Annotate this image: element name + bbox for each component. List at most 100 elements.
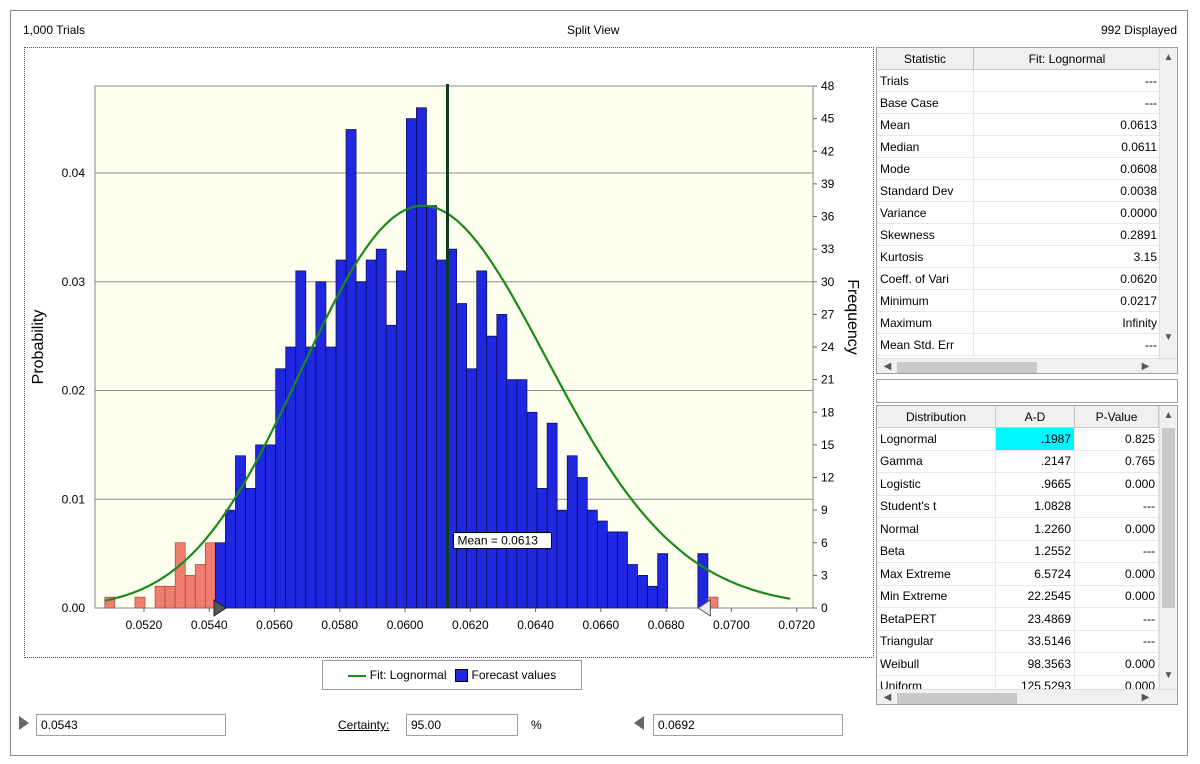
distribution-row[interactable]: Gamma .2147 0.765 (877, 450, 1159, 473)
pvalue-value: 0.000 (1074, 517, 1159, 541)
chart-area: Mean = 0.0613 0.0520 0.0540 0.0560 0.0580 0.0… (24, 47, 874, 658)
scroll-up-icon[interactable]: ▲ (1163, 410, 1174, 421)
statistic-row: Kurtosis 3.15 (877, 245, 1161, 268)
statistic-name: Coeff. of Vari (877, 267, 974, 290)
upper-bound-input[interactable]: 0.0692 (653, 714, 843, 736)
y2-tick-label: 30 (821, 275, 835, 289)
statistic-row: Variance 0.0000 (877, 201, 1161, 224)
histogram-bar (516, 379, 528, 609)
trials-count: 1,000 Trials (23, 23, 86, 37)
statistic-value: --- (973, 91, 1161, 114)
histogram-bar (325, 346, 337, 609)
view-mode-label[interactable]: Split View (567, 23, 620, 37)
y2-tick-label: 12 (821, 471, 835, 485)
histogram-bar (506, 379, 518, 609)
displayed-count: 992 Displayed (1100, 23, 1177, 37)
y2-axis-title: Frequency (844, 279, 861, 355)
distribution-row[interactable]: Normal 1.2260 0.000 (877, 517, 1159, 541)
dist-horizontal-scrollbar[interactable]: ◀ ▶ (877, 689, 1177, 704)
statistic-row: Mean Std. Err --- (877, 333, 1161, 356)
histogram-bar (375, 248, 387, 609)
y2-tick-label: 33 (821, 242, 835, 256)
statistic-row: Coeff. of Vari 0.0620 (877, 267, 1161, 290)
statistic-name: Skewness (877, 223, 974, 246)
histogram-bar (526, 411, 538, 609)
scroll-up-icon[interactable]: ▲ (1163, 52, 1174, 63)
stats-horizontal-scrollbar[interactable]: ◀ ▶ (877, 358, 1177, 373)
ad-column-header[interactable]: A-D (995, 406, 1075, 428)
distribution-row[interactable]: Max Extreme 6.5724 0.000 (877, 562, 1159, 586)
statistic-row: Skewness 0.2891 (877, 223, 1161, 246)
certainty-label: Certainty: (338, 718, 390, 732)
upper-grabber-icon[interactable] (633, 715, 645, 731)
certainty-input[interactable]: 95.00 (406, 714, 518, 736)
statistic-value: 0.0608 (973, 157, 1161, 180)
fit-column-header[interactable]: Fit: Lognormal (973, 48, 1161, 70)
scroll-right-icon[interactable]: ▶ (1141, 692, 1150, 703)
histogram-chart: Mean = 0.0613 0.0520 0.0540 0.0560 0.0580 0.0… (30, 79, 861, 632)
ad-value: .9665 (995, 472, 1075, 496)
distribution-row[interactable]: Lognormal .1987 0.825 (877, 427, 1159, 451)
pvalue-column-header[interactable]: P-Value (1074, 406, 1159, 428)
stats-vertical-scrollbar[interactable]: ▲ ▼ (1159, 48, 1177, 358)
pvalue-value: --- (1074, 495, 1159, 518)
distribution-row[interactable]: Triangular 33.5146 --- (877, 630, 1159, 653)
pvalue-value: 0.000 (1074, 652, 1159, 676)
y2-tick-label: 39 (821, 177, 835, 191)
dist-scroll-thumb-h[interactable] (897, 693, 1017, 704)
histogram-bar (245, 488, 256, 609)
histogram-bar (627, 564, 638, 609)
y2-tick-label: 3 (821, 568, 828, 582)
histogram-bar (305, 346, 317, 609)
distribution-column-header[interactable]: Distribution (877, 406, 996, 428)
x-tick-label: 0.0600 (387, 618, 424, 632)
scroll-left-icon[interactable]: ◀ (883, 692, 892, 703)
statistic-value: 0.0611 (973, 135, 1161, 158)
histogram-bar (426, 205, 437, 609)
statistic-name: Mode (877, 157, 974, 180)
statistic-row: Median 0.0611 (877, 135, 1161, 158)
pvalue-value: 0.000 (1074, 585, 1159, 608)
statistic-name: Standard Dev (877, 179, 974, 202)
dist-vertical-scrollbar[interactable]: ▲ ▼ (1159, 406, 1177, 689)
statistic-column-header[interactable]: Statistic (877, 48, 974, 70)
histogram-bar (596, 520, 608, 609)
statistic-value: --- (973, 69, 1161, 92)
distribution-row[interactable]: Beta 1.2552 --- (877, 540, 1159, 563)
scroll-right-icon[interactable]: ▶ (1141, 361, 1150, 372)
y-axis-title: Probability (30, 310, 47, 385)
histogram-bar (586, 509, 598, 609)
statistic-value: 0.0038 (973, 179, 1161, 202)
distribution-row[interactable]: BetaPERT 23.4869 --- (877, 607, 1159, 631)
chart-legend: Fit: Lognormal Forecast values (322, 660, 582, 690)
distribution-name: Logistic (877, 472, 996, 496)
ad-value: 23.4869 (995, 607, 1075, 631)
histogram-bar (647, 585, 659, 609)
distribution-row[interactable]: Student's t 1.0828 --- (877, 495, 1159, 518)
distribution-name: Min Extreme (877, 585, 996, 608)
histogram-bar (345, 129, 357, 609)
lower-bound-input[interactable]: 0.0543 (36, 714, 226, 736)
dist-scroll-thumb[interactable] (1162, 428, 1175, 608)
scroll-down-icon[interactable]: ▼ (1163, 332, 1174, 343)
distribution-row[interactable]: Min Extreme 22.2545 0.000 (877, 585, 1159, 608)
ad-value: .2147 (995, 450, 1075, 473)
distribution-name: Lognormal (877, 427, 996, 451)
lower-grabber-icon[interactable] (18, 715, 30, 731)
statistic-name: Minimum (877, 289, 974, 312)
scroll-down-icon[interactable]: ▼ (1163, 670, 1174, 681)
histogram-bar (476, 270, 488, 609)
mean-label-box (452, 532, 552, 550)
scroll-left-icon[interactable]: ◀ (883, 361, 892, 372)
histogram-bar (466, 368, 478, 609)
panel-splitter[interactable] (876, 379, 1178, 403)
stats-scroll-thumb[interactable] (897, 362, 1037, 373)
distribution-row[interactable]: Logistic .9665 0.000 (877, 472, 1159, 496)
distribution-header-row: Distribution A-D P-Value (877, 406, 1159, 428)
ad-value: 6.5724 (995, 562, 1075, 586)
distribution-row[interactable]: Weibull 98.3563 0.000 (877, 652, 1159, 676)
y-tick-label: 0.04 (62, 166, 86, 180)
statistic-row: Minimum 0.0217 (877, 289, 1161, 312)
histogram-bar (385, 324, 397, 609)
histogram-bar (184, 575, 196, 609)
